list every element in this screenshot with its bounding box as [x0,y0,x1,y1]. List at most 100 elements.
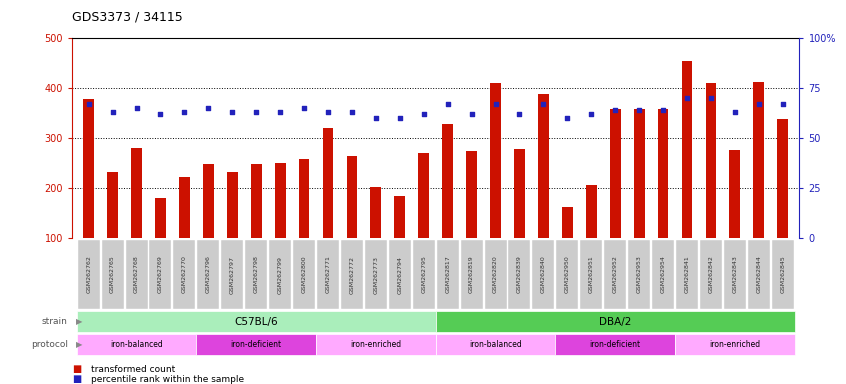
Bar [131,148,142,238]
Point [585,111,598,118]
Text: GSM262844: GSM262844 [756,256,761,293]
Text: GSM262841: GSM262841 [684,256,689,293]
Text: iron-deficient: iron-deficient [590,340,640,349]
Text: GDS3373 / 34115: GDS3373 / 34115 [72,10,183,23]
Text: GSM262951: GSM262951 [589,256,594,293]
Text: GSM262952: GSM262952 [613,256,618,293]
Bar [777,119,788,238]
Point [154,111,168,118]
Point [752,101,766,108]
Bar [610,109,621,238]
Point [776,101,789,108]
Text: strain: strain [41,317,68,326]
Point [226,109,239,115]
Text: GSM262839: GSM262839 [517,256,522,293]
Text: GSM262794: GSM262794 [398,256,403,293]
Point [632,107,645,113]
Bar [490,83,501,238]
Text: GSM262773: GSM262773 [373,256,378,293]
Point [106,109,119,115]
Point [656,107,670,113]
Point [250,109,263,115]
Text: GSM262771: GSM262771 [326,256,331,293]
Text: GSM262797: GSM262797 [230,256,234,293]
Bar [754,82,764,238]
Point [561,115,574,121]
Bar [275,163,285,238]
Text: GSM262843: GSM262843 [733,256,738,293]
Text: GSM262817: GSM262817 [445,256,450,293]
Text: iron-deficient: iron-deficient [231,340,282,349]
Bar [562,207,573,238]
Bar [634,109,645,238]
Bar [299,159,310,238]
Point [680,95,694,101]
Text: GSM262953: GSM262953 [637,256,641,293]
Bar [227,172,238,238]
Text: GSM262840: GSM262840 [541,256,546,293]
Point [178,109,191,115]
Bar [706,83,717,238]
Text: GSM262845: GSM262845 [780,256,785,293]
Bar [347,156,357,238]
Point [536,101,550,108]
Point [728,109,742,115]
Text: GSM262772: GSM262772 [349,256,354,293]
Point [464,111,478,118]
Text: iron-enriched: iron-enriched [350,340,401,349]
Point [417,111,431,118]
Bar [586,185,596,238]
Bar [442,124,453,238]
Text: GSM262795: GSM262795 [421,256,426,293]
Text: iron-balanced: iron-balanced [110,340,163,349]
Text: iron-enriched: iron-enriched [709,340,761,349]
Bar [322,128,333,238]
Bar [83,99,94,238]
Text: GSM262768: GSM262768 [134,256,139,293]
Point [369,115,382,121]
Point [441,101,454,108]
Text: GSM262800: GSM262800 [301,256,306,293]
Text: GSM262770: GSM262770 [182,256,187,293]
Point [129,105,143,111]
Point [82,101,96,108]
Text: GSM262799: GSM262799 [277,256,283,293]
Bar [371,187,382,238]
Text: GSM262950: GSM262950 [565,256,570,293]
Bar [729,150,740,238]
Bar [538,94,549,238]
Text: GSM262798: GSM262798 [254,256,259,293]
Bar [418,153,429,238]
Point [273,109,287,115]
Bar [179,177,190,238]
Text: GSM262820: GSM262820 [493,256,498,293]
Text: GSM262796: GSM262796 [206,256,211,293]
Point [489,101,503,108]
Bar [682,61,692,238]
Point [321,109,335,115]
Bar [250,164,261,238]
Bar [203,164,214,238]
Bar [394,195,405,238]
Point [608,107,622,113]
Bar [107,172,118,238]
Text: transformed count: transformed count [91,365,175,374]
Text: ▶: ▶ [76,340,83,349]
Bar [657,109,668,238]
Text: C57BL/6: C57BL/6 [234,316,278,327]
Text: protocol: protocol [30,340,68,349]
Text: GSM262954: GSM262954 [661,256,666,293]
Text: GSM262842: GSM262842 [708,256,713,293]
Point [393,115,407,121]
Bar [514,149,525,238]
Text: ■: ■ [72,374,81,384]
Text: GSM262769: GSM262769 [158,256,163,293]
Bar [466,151,477,238]
Text: ■: ■ [72,364,81,374]
Bar [155,198,166,238]
Point [513,111,526,118]
Point [201,105,215,111]
Text: GSM262765: GSM262765 [110,256,115,293]
Point [297,105,310,111]
Text: GSM262819: GSM262819 [469,256,474,293]
